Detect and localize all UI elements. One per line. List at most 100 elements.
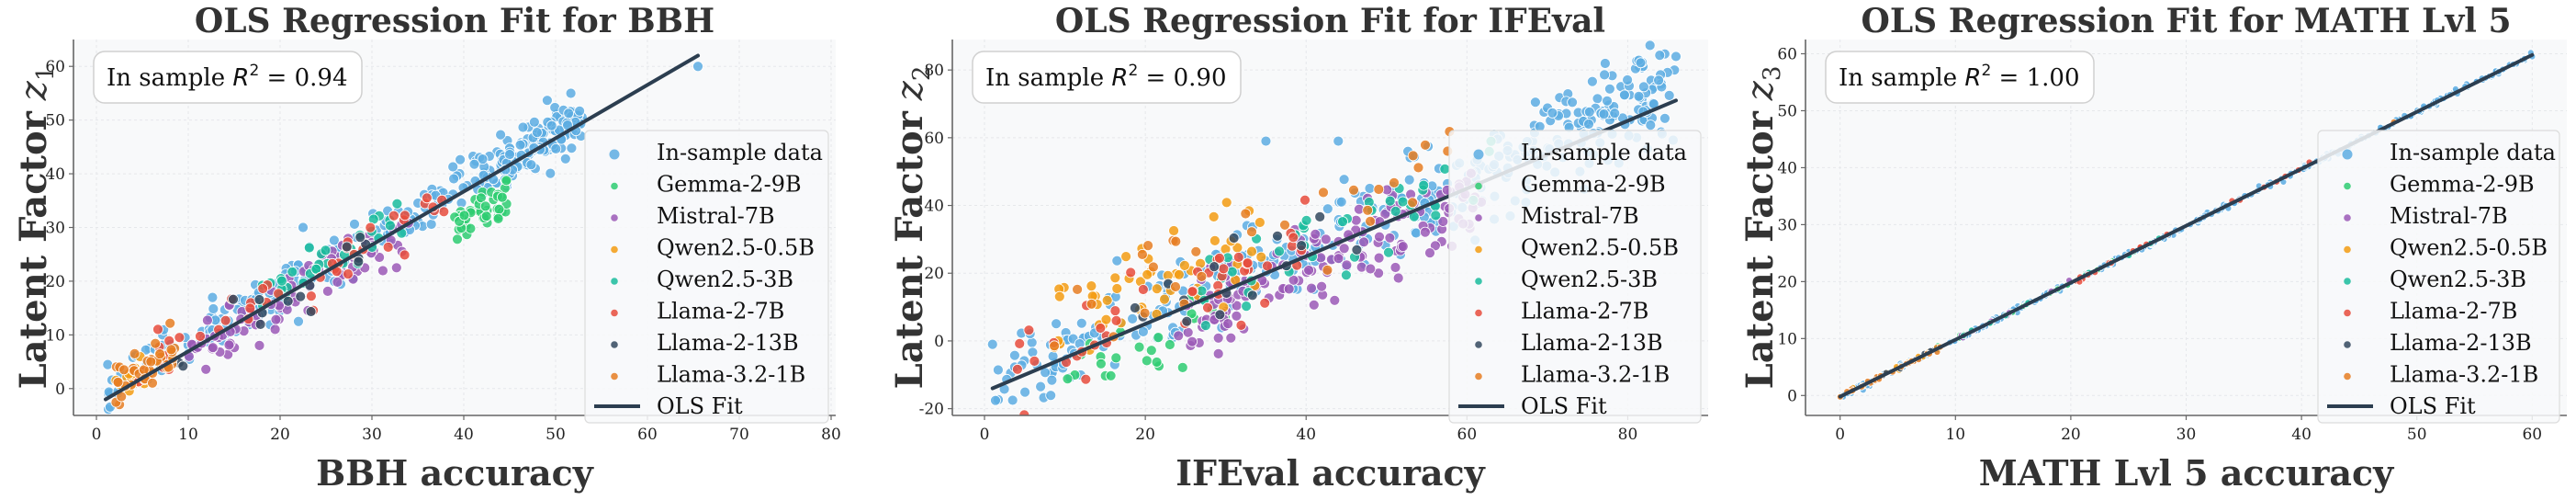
y-axis-label-symbol: z (13, 80, 55, 101)
data-point-gemma-2-9b (497, 191, 508, 203)
legend-label: Llama-2-7B (657, 299, 784, 324)
data-point-llama-3-2-1b (1139, 307, 1151, 319)
x-tick-label: 30 (2177, 426, 2197, 444)
data-point-llama-2-7b (152, 324, 163, 335)
data-point-llama-3-2-1b (1170, 235, 1182, 247)
data-point-llama-2-13b (177, 360, 189, 372)
data-point-llama-3-2-1b (145, 356, 157, 368)
data-point-llama-3-2-1b (1407, 150, 1419, 162)
data-point-mistral-7b (332, 276, 343, 288)
data-point-in-sample-data (1602, 95, 1613, 107)
y-tick-label: 0 (934, 333, 944, 351)
data-point-llama-2-7b (1187, 286, 1198, 298)
legend-marker-llama-2-7b (2344, 309, 2351, 317)
legend-marker-llama-3-2-1b (2344, 372, 2351, 381)
data-point-qwen2-5-0-5b (1209, 234, 1221, 246)
data-point-llama-2-7b (195, 330, 206, 342)
data-point-in-sample-data (106, 425, 116, 435)
data-point-llama-2-7b (1288, 232, 1299, 244)
data-point-in-sample-data (1622, 74, 1633, 85)
data-point-gemma-2-9b (493, 203, 505, 215)
x-tick-label: 10 (178, 426, 198, 444)
data-point-llama-3-2-1b (1412, 162, 1424, 174)
data-point-mistral-7b (207, 342, 219, 354)
data-point-llama-2-7b (1214, 252, 1225, 264)
data-point-qwen2-5-0-5b (1168, 225, 1179, 236)
ols-fit-line (1838, 52, 2535, 399)
r2-value: = 1.00 (1991, 64, 2079, 92)
data-point-mistral-7b (1355, 261, 1367, 273)
legend-marker-llama-2-13b (1475, 341, 1482, 348)
data-point-qwen2-5-3b (320, 244, 332, 256)
data-point-llama-2-7b (399, 210, 411, 222)
x-tick-label: 50 (2407, 426, 2427, 444)
y-axis-label-subscript: 3 (1759, 66, 1786, 82)
data-point-gemma-2-9b (501, 175, 512, 187)
data-point-llama-2-7b (399, 249, 411, 261)
data-point-llama-3-2-1b (1240, 208, 1252, 220)
data-point-mistral-7b (1212, 332, 1224, 344)
legend-marker-qwen2-5-0-5b (611, 245, 618, 254)
data-point-qwen2-5-3b (1274, 245, 1285, 257)
data-point-mistral-7b (1397, 241, 1409, 253)
data-point-mistral-7b (200, 363, 212, 375)
data-point-gemma-2-9b (1145, 345, 1157, 357)
data-point-llama-3-2-1b (1389, 176, 1400, 188)
x-tick-label: 40 (2291, 426, 2312, 444)
legend-marker-llama-3-2-1b (611, 372, 618, 381)
x-axis-label: BBH accuracy (316, 452, 594, 494)
legend-label: Mistral-7B (2390, 203, 2508, 229)
data-point-llama-2-13b (1214, 309, 1226, 321)
data-point-outlier (298, 222, 309, 233)
data-point-llama-3-2-1b (1407, 197, 1418, 209)
y-tick-label: 40 (1777, 159, 1797, 177)
scatter-points (986, 40, 1682, 431)
data-point-in-sample-data (1567, 97, 1578, 108)
x-tick-label: 60 (1457, 426, 1478, 444)
data-point-llama-2-7b (1299, 194, 1310, 206)
data-point-mistral-7b (1316, 280, 1327, 292)
data-point-mistral-7b (1373, 252, 1385, 264)
data-point-in-sample-data (1335, 196, 1347, 208)
legend-label: In-sample data (657, 140, 823, 165)
data-point-gemma-2-9b (1065, 421, 1075, 431)
data-point-in-sample-data (504, 149, 515, 160)
r2-prefix: In sample (1839, 64, 1964, 92)
data-point-qwen2-5-0-5b (1109, 272, 1121, 284)
data-point-in-sample-data (1587, 75, 1598, 87)
data-point-mistral-7b (1341, 259, 1353, 271)
legend-box (2317, 130, 2560, 424)
y-tick-label: 10 (1777, 330, 1797, 348)
data-point-qwen2-5-3b (1300, 214, 1312, 226)
data-point-llama-2-13b (1272, 230, 1283, 242)
legend-marker-mistral-7b (2344, 214, 2351, 222)
y-tick-label: 60 (45, 58, 65, 76)
data-point-llama-3-2-1b (1373, 184, 1385, 195)
data-point-mistral-7b (1374, 231, 1385, 243)
legend-label: Llama-2-13B (657, 330, 799, 356)
data-point-mistral-7b (1212, 347, 1224, 359)
data-point-llama-3-2-1b (1072, 283, 1083, 295)
data-point-gemma-2-9b (465, 222, 477, 234)
data-point-in-sample-data (563, 108, 575, 119)
data-point-gemma-2-9b (1105, 369, 1117, 381)
data-point-mistral-7b (1389, 262, 1401, 273)
data-point-in-sample-data (989, 415, 999, 426)
data-point-qwen2-5-3b (1383, 246, 1394, 258)
data-point-llama-3-2-1b (1279, 219, 1290, 231)
legend-box (1448, 130, 1702, 424)
data-point-llama-2-13b (1209, 261, 1220, 273)
data-point-llama-2-13b (254, 318, 266, 330)
data-point-llama-3-2-1b (1362, 204, 1374, 216)
y-axis-label-text: Latent Factor (888, 110, 931, 389)
legend-label: Llama-2-13B (1521, 330, 1663, 356)
data-point-llama-3-2-1b (1348, 184, 1359, 196)
data-point-in-sample-data (1609, 108, 1621, 119)
data-point-mistral-7b (1222, 318, 1233, 330)
data-point-qwen2-5-0-5b (1255, 251, 1267, 263)
data-point-llama-2-7b (1232, 251, 1244, 263)
data-point-llama-3-2-1b (129, 347, 141, 359)
data-point-in-sample-data (1659, 112, 1670, 124)
data-point-in-sample-data (550, 142, 562, 154)
legend-marker-in-sample-data (2342, 149, 2353, 160)
